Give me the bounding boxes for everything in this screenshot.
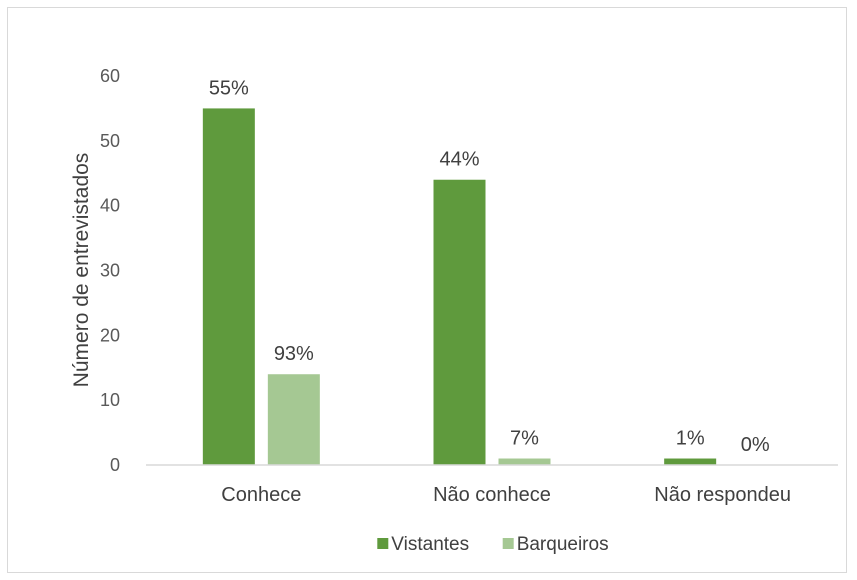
bar-0-0 [202,108,255,466]
y-tick-label-0: 0 [110,455,120,475]
data-label-0-0: 55% [209,77,249,99]
data-label-0-2: 1% [676,428,705,450]
bar-1-0 [267,374,320,465]
y-tick-label-4: 40 [100,196,120,216]
bar-0-2 [664,458,717,465]
chart-frame [7,7,847,573]
legend-label-1: Barqueiros [517,534,609,555]
y-axis-title: Número de entrevistados [70,153,93,388]
data-label-1-1: 7% [510,428,539,450]
data-label-0-1: 44% [439,149,479,171]
x-category-label-1: Não conhece [433,484,551,506]
x-category-label-0: Conhece [221,484,301,506]
y-tick-label-3: 30 [100,261,120,281]
data-label-1-0: 93% [274,343,314,365]
legend-swatch-0 [377,538,389,549]
bar-0-1 [433,179,486,465]
y-tick-label-1: 10 [100,390,120,410]
y-tick-label-5: 50 [100,131,120,151]
legend: Vistantes Barqueiros [377,534,609,555]
y-tick-label-6: 60 [100,66,120,86]
y-axis: 0 10 20 30 40 50 60 [100,66,120,475]
data-label-1-2: 0% [741,434,770,456]
y-tick-label-2: 20 [100,325,120,345]
bars [202,108,717,466]
legend-swatch-1 [502,538,514,549]
bar-1-1 [498,458,551,465]
legend-label-0: Vistantes [391,534,469,555]
x-axis: Conhece Não conhece Não respondeu [146,464,838,506]
x-category-label-2: Não respondeu [654,484,791,506]
data-labels: 55% 93% 44% 7% 1% 0% [209,77,770,456]
